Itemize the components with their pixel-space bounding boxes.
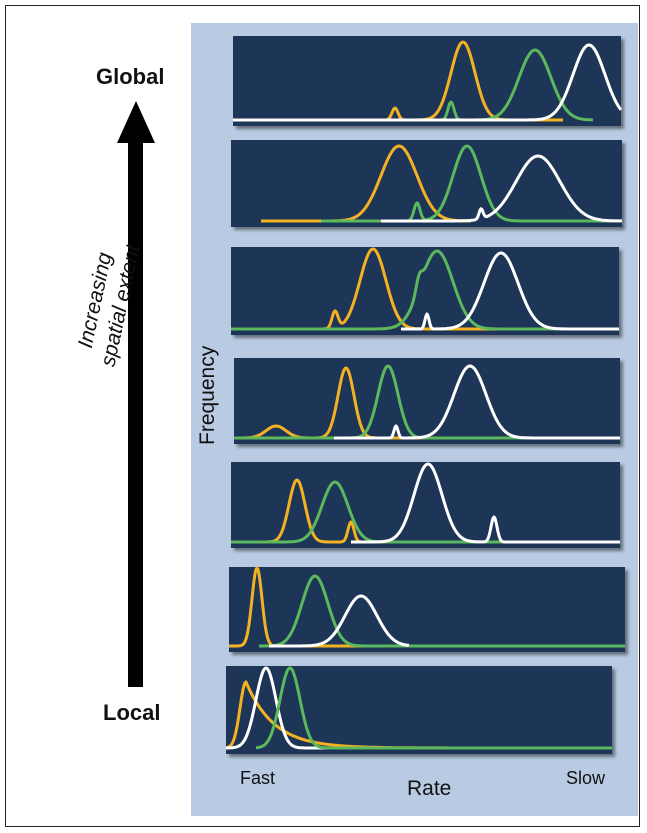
- distribution-curve: [228, 566, 510, 648]
- y-axis-label: Frequency: [196, 345, 219, 445]
- panel-plot: [232, 40, 623, 122]
- distribution-curve: [255, 666, 613, 750]
- distribution-curve: [268, 594, 410, 648]
- arrow-shaft: [128, 140, 143, 687]
- distribution-panel: [232, 36, 623, 126]
- distribution-curve: [350, 462, 621, 544]
- distribution-curve: [380, 154, 623, 223]
- distribution-curve: [233, 364, 621, 440]
- distribution-curve: [320, 144, 617, 223]
- distribution-curve: [232, 48, 594, 122]
- x-axis-low-label: Fast: [240, 768, 276, 788]
- label-global: Global: [96, 64, 165, 89]
- distribution-curve: [232, 43, 623, 122]
- arrow-up-icon: [117, 101, 155, 143]
- distribution-panel: [230, 247, 620, 335]
- distribution-curve: [233, 366, 495, 440]
- distribution-panel: [225, 666, 613, 754]
- distribution-curve: [258, 574, 626, 648]
- panel-plot: [230, 247, 620, 331]
- distribution-curve: [260, 144, 472, 223]
- panel-plot: [260, 144, 623, 223]
- x-axis-label: Rate: [407, 777, 452, 800]
- distribution-curve: [230, 478, 532, 544]
- distribution-panel: [230, 462, 621, 548]
- distribution-curve: [333, 364, 621, 440]
- panel-plot: [230, 462, 621, 544]
- distribution-curve: [225, 666, 507, 750]
- panel-plot: [228, 566, 626, 648]
- panel-plot: [233, 364, 621, 440]
- distribution-curve: [230, 480, 621, 544]
- distribution-curve: [400, 251, 620, 331]
- label-local: Local: [103, 700, 161, 725]
- distribution-panel: [231, 140, 623, 227]
- distribution-panel: [233, 358, 621, 444]
- x-axis-high-label: Slow: [566, 768, 606, 788]
- panel-plot: [225, 666, 613, 750]
- distribution-panel: [228, 566, 626, 652]
- distribution-curve: [232, 40, 564, 122]
